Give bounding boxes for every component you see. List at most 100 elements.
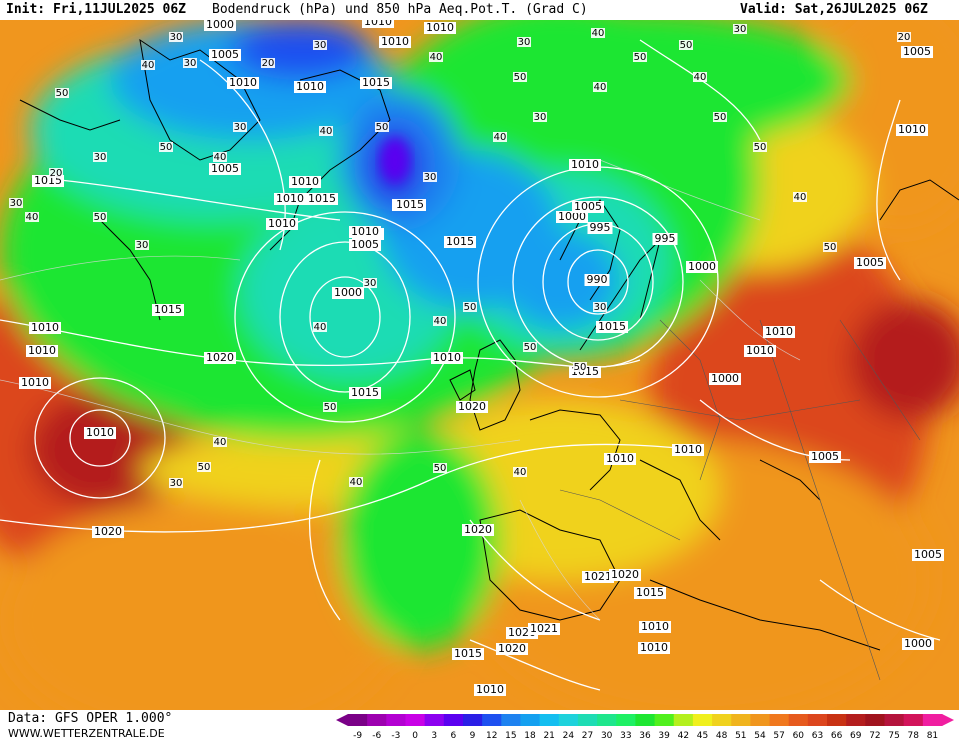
legend-swatch xyxy=(597,714,617,726)
legend-tick-label: 51 xyxy=(735,731,746,741)
isobar-label: 1010 xyxy=(294,80,326,93)
borders xyxy=(559,319,921,681)
theta-label: 50 xyxy=(463,302,477,313)
theta-label: 40 xyxy=(313,322,327,333)
svg-text:1020: 1020 xyxy=(94,525,122,538)
theta-label: 40 xyxy=(429,52,443,63)
isobar-label: 1010 xyxy=(431,351,463,364)
isobar-label: 1010 xyxy=(379,35,411,48)
svg-text:1000: 1000 xyxy=(711,372,739,385)
isobar-label: 1010 xyxy=(424,21,456,34)
legend-swatch xyxy=(482,714,502,726)
svg-text:1020: 1020 xyxy=(206,351,234,364)
svg-text:20: 20 xyxy=(262,58,275,69)
svg-text:50: 50 xyxy=(324,402,337,413)
isobar-label: 1000 xyxy=(332,286,364,299)
svg-text:1010: 1010 xyxy=(674,443,702,456)
svg-text:20: 20 xyxy=(50,168,63,179)
theta-label: 30 xyxy=(169,478,183,489)
svg-text:50: 50 xyxy=(714,112,727,123)
legend-swatch xyxy=(424,714,445,726)
svg-text:1010: 1010 xyxy=(426,21,454,34)
theta-label: 40 xyxy=(513,467,527,478)
svg-text:50: 50 xyxy=(634,52,647,63)
svg-text:1010: 1010 xyxy=(276,192,304,205)
theta-label: 50 xyxy=(713,112,727,123)
legend-tick-label: 75 xyxy=(888,731,899,741)
theta-label: 50 xyxy=(633,52,647,63)
svg-text:1010: 1010 xyxy=(640,641,668,654)
isobar-label: 1005 xyxy=(809,450,841,463)
isobar-label: 1010 xyxy=(474,683,506,696)
svg-text:50: 50 xyxy=(464,302,477,313)
svg-text:30: 30 xyxy=(364,278,377,289)
svg-text:50: 50 xyxy=(514,72,527,83)
svg-text:1005: 1005 xyxy=(574,200,602,213)
legend-swatch xyxy=(386,714,406,726)
svg-text:1010: 1010 xyxy=(433,351,461,364)
svg-text:30: 30 xyxy=(518,37,531,48)
theta-label: 20 xyxy=(49,168,63,179)
svg-text:990: 990 xyxy=(587,273,608,286)
svg-text:1015: 1015 xyxy=(598,320,626,333)
theta-label: 20 xyxy=(261,58,275,69)
legend-tick-label: 48 xyxy=(716,731,728,741)
isobar-label: 1005 xyxy=(901,45,933,58)
theta-label: 50 xyxy=(323,402,337,413)
theta-label: 30 xyxy=(233,122,247,133)
legend-tick-label: 18 xyxy=(524,731,536,741)
svg-text:40: 40 xyxy=(594,82,607,93)
legend-tick-label: 39 xyxy=(658,731,670,741)
legend-tick-label: 78 xyxy=(908,731,920,741)
isobar-label: 1005 xyxy=(854,256,886,269)
svg-text:30: 30 xyxy=(170,478,183,489)
legend-swatch xyxy=(462,714,483,726)
theta-label: 50 xyxy=(375,122,389,133)
svg-text:50: 50 xyxy=(434,463,447,474)
theta-label: 50 xyxy=(159,142,173,153)
isobar-label: 1015 xyxy=(452,647,484,660)
cold-core xyxy=(381,138,409,182)
isobar-label: 1020 xyxy=(456,400,488,413)
svg-text:50: 50 xyxy=(376,122,389,133)
svg-text:1010: 1010 xyxy=(296,80,324,93)
svg-text:1015: 1015 xyxy=(351,386,379,399)
isobar-label: 1020 xyxy=(204,351,236,364)
svg-text:40: 40 xyxy=(592,28,605,39)
isobar-label: 1005 xyxy=(209,48,241,61)
svg-text:40: 40 xyxy=(694,72,707,83)
theta-label: 50 xyxy=(753,142,767,153)
svg-text:1005: 1005 xyxy=(811,450,839,463)
legend-swatch xyxy=(712,714,732,726)
isobar-label: 1010 xyxy=(604,452,636,465)
svg-text:1000: 1000 xyxy=(904,637,932,650)
svg-text:1015: 1015 xyxy=(454,647,482,660)
isobar-label: 1010 xyxy=(362,20,394,28)
theta-label: 30 xyxy=(363,278,377,289)
legend-tick-label: -3 xyxy=(391,731,400,741)
legend-tick-label: 30 xyxy=(601,731,613,741)
svg-text:1021: 1021 xyxy=(530,622,558,635)
legend-swatch xyxy=(903,714,924,726)
isobar-labels: 1000 1010 1010 1010 1005 1010 1010 1015 1010 1005… xyxy=(19,20,944,696)
isobar-label: 1010 xyxy=(569,158,601,171)
svg-text:50: 50 xyxy=(198,462,211,473)
svg-text:50: 50 xyxy=(524,342,537,353)
svg-text:30: 30 xyxy=(136,240,149,251)
legend-swatch xyxy=(827,714,847,726)
svg-text:20: 20 xyxy=(898,32,911,43)
legend-swatch xyxy=(635,714,656,726)
legend-swatch xyxy=(654,714,675,726)
theta-label: 30 xyxy=(93,152,107,163)
svg-text:1010: 1010 xyxy=(476,683,504,696)
legend-tick-label: 9 xyxy=(470,731,476,741)
legend-swatch xyxy=(769,714,790,726)
isobar-label: 1010 xyxy=(349,225,381,238)
svg-text:40: 40 xyxy=(350,477,363,488)
legend-swatch xyxy=(673,714,694,726)
isobar-label: 1010 xyxy=(744,344,776,357)
legend-ticks: -9 -6 -3 0 3 6 9 12 15 18 21 24 27 30 33 36 39 42 45 48 51 54… xyxy=(353,731,938,741)
svg-text:50: 50 xyxy=(94,212,107,223)
svg-text:40: 40 xyxy=(320,126,333,137)
isobar-label: 1015 xyxy=(152,303,184,316)
